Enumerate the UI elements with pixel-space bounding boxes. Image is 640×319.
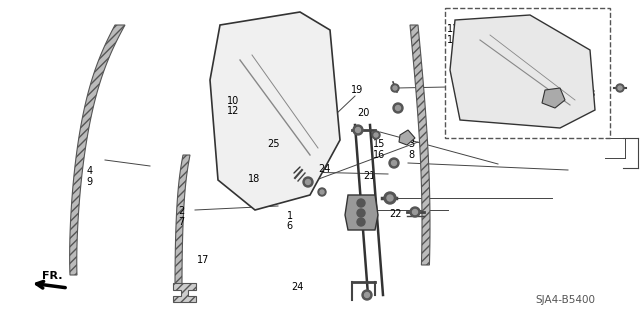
Circle shape (357, 199, 365, 207)
Text: 17: 17 (197, 255, 209, 265)
Circle shape (320, 190, 324, 194)
Circle shape (355, 128, 360, 132)
Text: 4
9: 4 9 (86, 166, 93, 187)
Circle shape (387, 195, 393, 201)
Text: SJA4-B5400: SJA4-B5400 (535, 295, 595, 305)
Text: 25: 25 (268, 139, 280, 149)
Text: 23: 23 (584, 89, 596, 99)
Bar (445, 8, 610, 138)
Text: 24: 24 (319, 164, 331, 174)
Text: 20: 20 (357, 108, 369, 118)
Text: 19: 19 (351, 85, 363, 94)
Circle shape (384, 192, 396, 204)
Text: 10
12: 10 12 (227, 96, 239, 116)
Circle shape (396, 106, 401, 110)
Circle shape (365, 293, 369, 298)
Polygon shape (175, 155, 190, 285)
Polygon shape (450, 15, 595, 128)
Text: 14: 14 (536, 94, 548, 104)
Circle shape (357, 209, 365, 217)
Circle shape (357, 218, 365, 226)
Text: 24: 24 (291, 282, 303, 292)
Circle shape (391, 84, 399, 92)
Polygon shape (455, 20, 590, 62)
Polygon shape (345, 195, 378, 230)
Text: 2
7: 2 7 (178, 206, 184, 226)
Circle shape (413, 210, 417, 214)
Text: 18: 18 (248, 174, 260, 184)
Text: FR.: FR. (42, 271, 63, 281)
Circle shape (353, 125, 363, 135)
Circle shape (318, 188, 326, 196)
Circle shape (618, 86, 622, 90)
Text: 5: 5 (353, 198, 360, 208)
Polygon shape (210, 12, 340, 210)
Polygon shape (399, 130, 415, 145)
Circle shape (362, 290, 372, 300)
Text: 3
8: 3 8 (408, 139, 415, 160)
Circle shape (372, 131, 380, 139)
Circle shape (305, 180, 310, 184)
Text: 21: 21 (364, 171, 376, 181)
Polygon shape (410, 25, 430, 265)
Circle shape (393, 103, 403, 113)
Text: 22: 22 (389, 209, 402, 219)
Polygon shape (173, 283, 196, 302)
Polygon shape (455, 20, 473, 120)
Circle shape (616, 84, 624, 92)
Text: 15
16: 15 16 (372, 139, 385, 160)
Circle shape (392, 160, 397, 166)
Circle shape (410, 207, 420, 217)
Circle shape (389, 158, 399, 168)
Circle shape (393, 86, 397, 90)
Polygon shape (542, 88, 565, 108)
Text: 11
13: 11 13 (447, 24, 459, 45)
Circle shape (303, 177, 313, 187)
Circle shape (374, 133, 378, 137)
Text: 1
6: 1 6 (287, 211, 293, 231)
Polygon shape (70, 25, 125, 275)
